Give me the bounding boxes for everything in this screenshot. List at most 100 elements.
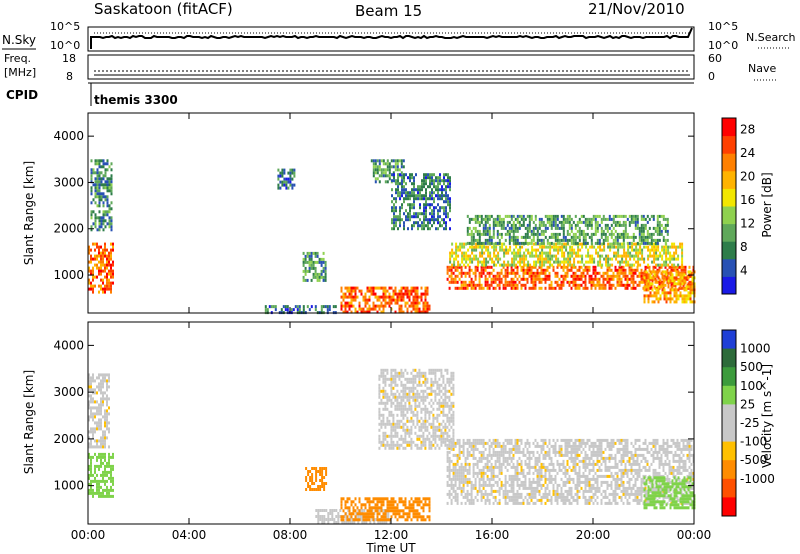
heatmap-cell [104,452,106,456]
heatmap-cell [528,241,531,245]
heatmap-cell [605,254,608,258]
heatmap-cell [372,500,375,504]
heatmap-cell [489,254,492,258]
heatmap-cell [100,269,102,273]
heatmap-cell [384,389,387,393]
heatmap-cell [552,232,555,236]
heatmap-cell [483,260,486,264]
heatmap-cell [352,518,355,522]
heatmap-cell [395,191,397,195]
heatmap-cell [560,286,563,290]
heatmap-cell [428,503,431,507]
heatmap-cell [449,185,451,189]
heatmap-cell [426,292,429,296]
heatmap-cell [544,271,547,275]
heatmap-cell [98,183,101,187]
heatmap-cell [90,216,93,220]
heatmap-cell [102,192,105,196]
heatmap-cell [446,271,449,275]
heatmap-cell [388,295,391,299]
heatmap-cell [616,274,619,278]
heatmap-cell [508,226,511,230]
heatmap-cell [609,245,612,249]
heatmap-cell [638,226,641,230]
heatmap-cell [649,248,652,252]
heatmap-cell [426,301,429,305]
heatmap-cell [493,248,496,252]
heatmap-cell [402,407,405,411]
heatmap-cell [393,176,395,180]
heatmap-cell [418,428,421,432]
heatmap-cell [110,269,112,273]
heatmap-cell [310,254,313,258]
heatmap-cell [102,216,105,220]
heatmap-cell [468,241,471,245]
heatmap-cell [437,179,439,183]
heatmap-cell [528,274,531,278]
heatmap-cell [486,441,489,445]
heatmap-cell [90,254,92,258]
heatmap-cell [106,263,108,267]
heatmap-cell [102,479,104,483]
heatmap-cell [421,179,423,183]
heatmap-cell [570,280,573,284]
heatmap-cell [472,286,475,290]
heatmap-cell [407,218,409,222]
heatmap-cell [378,440,381,444]
heatmap-cell [655,245,658,249]
heatmap-cell [354,503,357,507]
heatmap-cell [372,497,375,501]
heatmap-cell [630,214,633,218]
heatmap-cell [522,283,525,287]
heatmap-cell [541,260,544,264]
heatmap-cell [368,286,371,290]
heatmap-cell [567,263,570,267]
heatmap-cell [404,383,407,387]
heatmap-cell [485,263,488,267]
heatmap-cell [358,509,361,513]
heatmap-cell [323,515,326,518]
heatmap-cell [506,271,509,275]
heatmap-cell [598,241,601,245]
heatmap-cell [394,368,397,372]
heatmap-cell [413,194,415,198]
heatmap-cell [418,419,421,423]
heatmap-cell [496,241,499,245]
heatmap-cell [104,171,107,175]
heatmap-cell [616,223,619,227]
heatmap-cell [689,297,692,301]
heatmap-cell [400,292,403,296]
heatmap-cell [98,210,101,214]
heatmap-cell [408,395,411,399]
heatmap-cell [88,430,90,434]
heatmap-cell [422,292,425,296]
heatmap-cell [568,223,571,227]
heatmap-cell [432,371,435,375]
heatmap-cell [396,395,399,399]
heatmap-cell [281,168,284,172]
heatmap-cell [408,509,411,513]
heatmap-cell [410,506,413,510]
heatmap-cell [623,254,626,258]
heatmap-cell [102,204,105,208]
heatmap-cell [566,229,569,233]
heatmap-cell [494,480,497,484]
heatmap-cell [392,165,395,169]
heatmap-cell [431,203,433,207]
heatmap-cell [329,509,332,512]
heatmap-cell [370,307,373,311]
heatmap-cell [410,389,413,393]
heatmap-cell [396,389,399,393]
heatmap-cell [466,229,469,233]
heatmap-cell [450,380,453,384]
heatmap-cell [94,162,97,166]
heatmap-cell [579,260,582,264]
heatmap-cell [344,286,347,290]
heatmap-cell [382,310,385,314]
heatmap-cell [277,168,280,172]
heatmap-cell [104,494,106,498]
heatmap-cell [604,283,607,287]
heatmap-cell [486,217,489,221]
heatmap-cell [622,235,625,239]
